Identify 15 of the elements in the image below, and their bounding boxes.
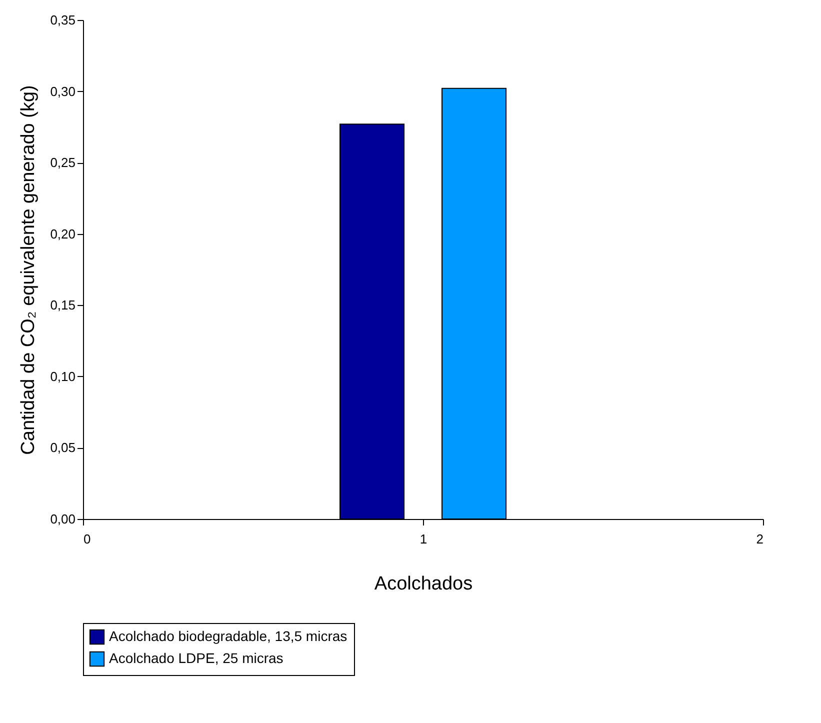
x-tick-label: 0 xyxy=(84,532,91,546)
legend-label: Acolchado LDPE, 25 micras xyxy=(109,650,284,666)
y-tick-label: 0,00 xyxy=(50,512,76,526)
x-tick-label: 1 xyxy=(420,532,428,546)
y-tick-label: 0,15 xyxy=(50,298,76,313)
y-tick-label: 0,25 xyxy=(50,155,76,170)
y-tick-label: 0,10 xyxy=(50,368,76,384)
y-axis-title: Cantidad de CO₂ equivalente generado (kg) xyxy=(18,85,40,455)
y-tick-label: 0,05 xyxy=(50,440,76,456)
x-tick-label: 2 xyxy=(756,532,764,546)
y-tick-label: 0,35 xyxy=(50,12,76,28)
legend-label: Acolchado biodegradable, 13,5 micras xyxy=(109,628,348,644)
x-axis-title: Acolchados xyxy=(374,574,473,594)
y-tick-label: 0,30 xyxy=(50,84,76,99)
y-tick-label: 0,20 xyxy=(50,226,76,242)
